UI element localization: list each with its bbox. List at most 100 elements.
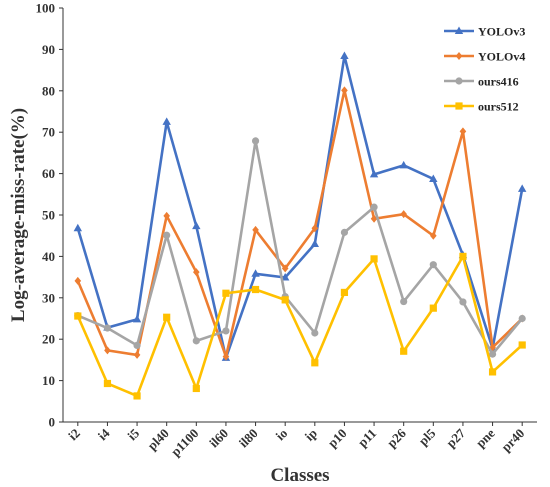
data-point-yolov3 bbox=[429, 174, 438, 182]
data-point-ours416 bbox=[163, 231, 171, 239]
data-point-ours512 bbox=[222, 289, 230, 297]
data-point-yolov3 bbox=[132, 314, 142, 323]
y-tick-label: 10 bbox=[42, 373, 55, 388]
data-point-ours512 bbox=[518, 341, 526, 349]
x-tick-label: ip bbox=[302, 426, 320, 444]
series-yolov4 bbox=[74, 86, 526, 361]
y-axis-title: Log-average-miss-rate(%) bbox=[8, 108, 29, 322]
y-tick-label: 30 bbox=[42, 290, 55, 305]
data-point-ours512 bbox=[311, 359, 319, 367]
data-point-ours512 bbox=[133, 392, 141, 400]
data-point-ours416 bbox=[459, 298, 467, 306]
data-point-ours416 bbox=[370, 203, 378, 211]
x-tick-label: pne bbox=[473, 425, 498, 450]
x-tick-label: pl5 bbox=[416, 425, 439, 448]
series-ours512 bbox=[74, 252, 526, 400]
data-point-yolov3 bbox=[73, 223, 83, 232]
data-point-ours512 bbox=[103, 379, 112, 388]
data-point-yolov3 bbox=[517, 184, 527, 192]
legend: YOLOv3 YOLOv4 ours416 ours512 bbox=[444, 25, 525, 114]
data-point-yolov4 bbox=[459, 127, 467, 136]
data-point-yolov4 bbox=[74, 276, 82, 285]
data-point-ours512 bbox=[459, 252, 467, 260]
data-point-ours512 bbox=[163, 313, 171, 321]
data-point-yolov4 bbox=[252, 225, 259, 234]
x-tick-label: pr40 bbox=[498, 426, 527, 455]
data-point-yolov4 bbox=[311, 224, 319, 233]
x-tick-label: p27 bbox=[443, 425, 468, 450]
data-point-yolov4 bbox=[133, 350, 141, 359]
x-tick-label: i4 bbox=[95, 425, 113, 443]
data-point-ours416 bbox=[251, 137, 260, 145]
data-point-ours416 bbox=[518, 314, 526, 323]
y-tick-label: 20 bbox=[42, 332, 55, 347]
y-tick-label: 60 bbox=[42, 166, 55, 181]
data-point-ours512 bbox=[400, 347, 408, 355]
data-point-yolov4 bbox=[104, 346, 111, 355]
data-point-ours416 bbox=[103, 324, 112, 332]
data-point-yolov4 bbox=[222, 352, 230, 361]
data-point-yolov4 bbox=[400, 210, 407, 219]
y-tick-label: 80 bbox=[42, 83, 55, 98]
data-point-yolov3 bbox=[162, 117, 171, 125]
data-point-yolov3 bbox=[192, 221, 201, 230]
y-tick-label: 0 bbox=[49, 415, 56, 430]
y-tick-label: 100 bbox=[36, 1, 56, 16]
x-tick-label: il80 bbox=[236, 426, 261, 451]
data-point-ours416 bbox=[429, 261, 437, 269]
data-point-ours416 bbox=[400, 297, 408, 306]
y-tick-label: 40 bbox=[42, 249, 55, 264]
data-point-yolov4 bbox=[341, 86, 348, 95]
data-point-yolov3 bbox=[251, 269, 260, 277]
x-tick-label: p1100 bbox=[168, 426, 202, 460]
data-point-yolov4 bbox=[163, 211, 170, 220]
data-point-yolov4 bbox=[430, 231, 437, 240]
legend-label: YOLOv3 bbox=[478, 25, 525, 39]
data-point-ours512 bbox=[251, 285, 260, 294]
legend-marker bbox=[455, 52, 463, 60]
x-tick-label: p26 bbox=[384, 425, 409, 450]
data-point-ours512 bbox=[370, 255, 378, 263]
data-point-yolov3 bbox=[310, 239, 320, 247]
data-point-ours416 bbox=[192, 337, 200, 345]
x-tick-label: i5 bbox=[124, 425, 142, 443]
x-axis-title: Classes bbox=[270, 465, 329, 486]
data-point-yolov4 bbox=[193, 268, 200, 277]
data-point-ours512 bbox=[488, 368, 497, 376]
series-line-yolov3 bbox=[76, 54, 524, 360]
data-point-yolov3 bbox=[340, 51, 349, 60]
x-tick-label: p11 bbox=[355, 426, 379, 450]
series-line-ours512 bbox=[76, 255, 524, 398]
y-tick-label: 70 bbox=[42, 125, 55, 140]
series-layer bbox=[73, 51, 527, 400]
legend-item-yolov4: YOLOv4 bbox=[444, 50, 525, 64]
data-point-yolov3 bbox=[399, 160, 408, 169]
legend-item-ours512: ours512 bbox=[444, 100, 519, 114]
legend-item-ours416: ours416 bbox=[444, 75, 519, 89]
data-point-ours512 bbox=[192, 384, 200, 393]
y-tick-label: 90 bbox=[42, 42, 55, 57]
data-point-ours416 bbox=[340, 228, 349, 236]
data-point-ours512 bbox=[74, 312, 82, 320]
data-point-ours416 bbox=[133, 341, 141, 350]
data-point-ours512 bbox=[281, 296, 289, 304]
data-point-ours416 bbox=[222, 327, 230, 335]
data-point-yolov3 bbox=[369, 169, 379, 178]
x-tick-label: p10 bbox=[325, 426, 350, 451]
legend-label: YOLOv4 bbox=[478, 50, 525, 64]
legend-item-yolov3: YOLOv3 bbox=[444, 25, 525, 39]
legend-label: ours512 bbox=[478, 100, 519, 114]
legend-label: ours416 bbox=[478, 75, 519, 89]
x-tick-label: il60 bbox=[206, 426, 231, 451]
legend-marker bbox=[455, 77, 463, 85]
data-point-ours416 bbox=[311, 329, 319, 337]
data-point-ours416 bbox=[488, 350, 497, 358]
data-point-yolov4 bbox=[281, 264, 289, 273]
data-point-ours512 bbox=[340, 288, 349, 297]
x-tick-label: io bbox=[273, 426, 291, 444]
x-tick-label: i2 bbox=[65, 426, 83, 444]
y-tick-label: 50 bbox=[42, 208, 55, 223]
data-point-ours512 bbox=[429, 304, 437, 312]
